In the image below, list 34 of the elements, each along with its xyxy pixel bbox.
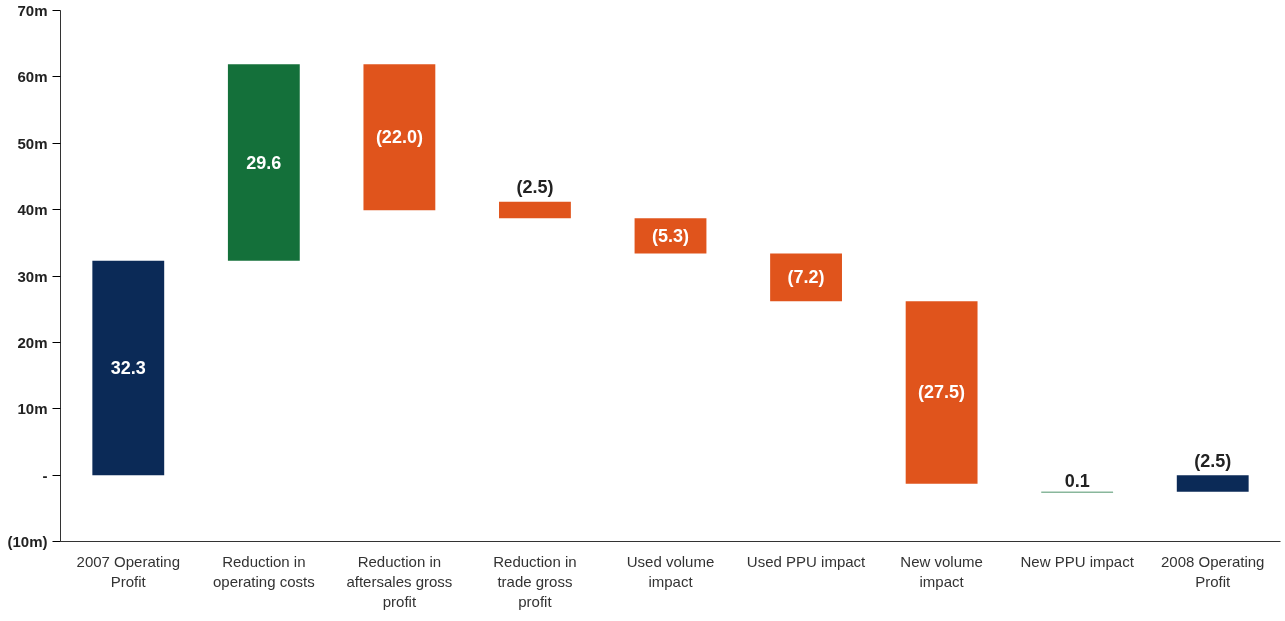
y-tick-label: 10m bbox=[17, 400, 48, 418]
bar bbox=[1176, 475, 1249, 492]
bar bbox=[92, 260, 165, 476]
y-tick-label: - bbox=[42, 466, 48, 484]
y-tick-label: 70m bbox=[17, 2, 48, 19]
data-label: (5.3) bbox=[651, 225, 690, 246]
x-tick-label: New PPU impact bbox=[1020, 552, 1135, 570]
data-label: 32.3 bbox=[110, 358, 146, 379]
data-label: (2.5) bbox=[516, 177, 554, 198]
x-tick-label: 2007 Operating Profit bbox=[76, 552, 180, 590]
bar bbox=[227, 64, 300, 261]
y-tick-label: 20m bbox=[17, 333, 48, 351]
x-tick-label: Used volume impact bbox=[626, 552, 715, 590]
data-label: (7.2) bbox=[787, 267, 825, 288]
x-tick-label: Reduction in aftersales gross profit bbox=[346, 552, 453, 611]
y-tick-label: 50m bbox=[17, 134, 48, 152]
bar bbox=[770, 253, 842, 302]
data-label: (2.5) bbox=[1194, 450, 1232, 471]
bar bbox=[363, 64, 436, 211]
bar bbox=[905, 301, 978, 484]
x-tick-label: Reduction in operating costs bbox=[212, 552, 315, 590]
data-label: 29.6 bbox=[246, 153, 282, 173]
data-label: (27.5) bbox=[918, 382, 966, 403]
y-tick-label: 40m bbox=[17, 201, 48, 219]
bar bbox=[499, 201, 571, 219]
data-label: 0.1 bbox=[1064, 471, 1090, 492]
x-tick-label: Used PPU impact bbox=[746, 552, 867, 570]
y-tick-label: 60m bbox=[17, 68, 48, 86]
y-tick-label: 30m bbox=[17, 267, 48, 285]
y-tick-label: (10m) bbox=[7, 533, 48, 550]
x-tick-label: 2008 Operating Profit bbox=[1161, 552, 1265, 590]
data-label: (22.0) bbox=[375, 127, 423, 148]
x-tick-label: Reduction in trade gross profit bbox=[493, 552, 577, 611]
x-tick-label: New volume impact bbox=[900, 552, 983, 590]
